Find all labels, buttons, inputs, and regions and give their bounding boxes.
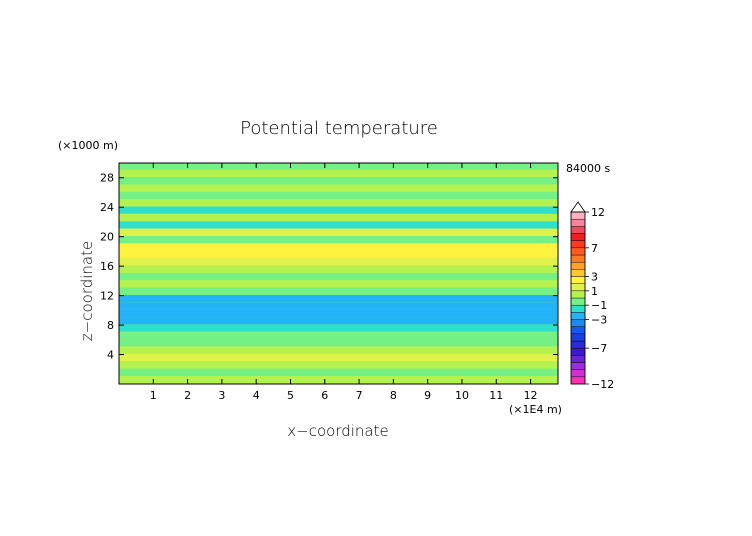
colorbar-segment xyxy=(570,376,586,385)
colorbar-tick-label: 1 xyxy=(591,285,598,298)
x-tick-label: 2 xyxy=(184,389,191,402)
field-band xyxy=(119,184,558,192)
colorbar-segment xyxy=(570,218,586,227)
colorbar-segment xyxy=(570,312,586,320)
x-tick-label: 4 xyxy=(253,389,260,402)
x-tick-label: 8 xyxy=(390,389,397,402)
field-band xyxy=(119,280,558,288)
chart-title: Potential temperature xyxy=(240,118,438,139)
field-band xyxy=(119,228,558,236)
field-band xyxy=(119,353,558,362)
colorbar-tick-label: −1 xyxy=(591,299,607,312)
colorbar-segment xyxy=(570,304,586,313)
colorbar-frame xyxy=(570,211,586,385)
field-band xyxy=(119,368,558,376)
x-tick-label: 11 xyxy=(489,389,503,402)
x-axis-unit: (×1E4 m) xyxy=(509,403,562,416)
colorbar-segment xyxy=(570,362,586,370)
field-band xyxy=(119,346,558,354)
colorbar-segment xyxy=(570,247,586,256)
colorbar-tick-label: 12 xyxy=(591,206,605,219)
colorbar-segment xyxy=(570,333,586,342)
field-band xyxy=(119,258,558,266)
colorbar-segment xyxy=(570,319,586,327)
field-band xyxy=(119,361,558,369)
colorbar-tick-label: 3 xyxy=(591,271,598,284)
field-band xyxy=(119,339,558,347)
y-tick-label: 24 xyxy=(100,201,114,214)
colorbar-segment xyxy=(570,211,586,220)
field-band xyxy=(119,221,558,229)
x-axis-label: x−coordinate xyxy=(287,422,388,440)
colorbar-segment xyxy=(570,269,586,277)
colorbar-tick-label: −12 xyxy=(591,378,614,391)
field-band xyxy=(119,199,558,207)
field-band xyxy=(119,272,558,281)
x-tick-label: 7 xyxy=(356,389,363,402)
field-band xyxy=(119,287,558,295)
field-band xyxy=(119,324,558,332)
y-tick-label: 12 xyxy=(100,290,114,303)
plot-frame xyxy=(118,162,559,385)
y-tick-label: 8 xyxy=(107,319,114,332)
field-band xyxy=(119,265,558,273)
colorbar-segment xyxy=(570,326,586,335)
y-tick-label: 28 xyxy=(100,172,114,185)
colorbar-tick-label: −7 xyxy=(591,342,607,355)
colorbar-segment xyxy=(570,340,586,349)
x-tick-label: 5 xyxy=(287,389,294,402)
field-band xyxy=(119,176,558,185)
colorbar-segment xyxy=(570,233,586,241)
y-tick-label: 4 xyxy=(107,349,114,362)
y-tick-label: 20 xyxy=(100,231,114,244)
colorbar-segment xyxy=(570,254,586,263)
field-band xyxy=(119,250,558,259)
x-tick-label: 9 xyxy=(424,389,431,402)
colorbar-segment xyxy=(570,297,586,306)
colorbar-segment xyxy=(570,355,586,363)
field-band xyxy=(119,309,558,317)
x-tick-label: 12 xyxy=(524,389,538,402)
field-band xyxy=(119,294,558,303)
field-band xyxy=(119,316,558,325)
x-tick-label: 6 xyxy=(321,389,328,402)
field-band xyxy=(119,375,558,384)
field-band xyxy=(119,331,558,340)
field-band xyxy=(119,235,558,244)
colorbar: 12 7 31−1 −3 −7 −12 xyxy=(570,201,614,391)
field-band xyxy=(119,206,558,214)
colorbar-tick-label: −3 xyxy=(591,314,607,327)
x-tick-label: 1 xyxy=(150,389,157,402)
x-tick-label: 10 xyxy=(455,389,469,402)
colorbar-overflow-triangle xyxy=(570,201,586,213)
field-band xyxy=(119,169,558,177)
colorbar-segment xyxy=(570,276,586,284)
field-band xyxy=(119,191,558,200)
field-band xyxy=(119,213,558,222)
y-axis-unit: (×1000 m) xyxy=(58,139,118,152)
time-label: 84000 s xyxy=(566,162,610,175)
y-tick-label: 16 xyxy=(100,260,114,273)
colorbar-segment xyxy=(570,347,586,356)
y-axis-label: z−coordinate xyxy=(78,241,96,341)
colorbar-segment xyxy=(570,290,586,299)
field-band xyxy=(119,302,558,310)
colorbar-segment xyxy=(570,261,586,270)
colorbar-segment xyxy=(570,226,586,234)
field-band xyxy=(119,163,558,170)
colorbar-segment xyxy=(570,283,586,292)
colorbar-tick-label: 7 xyxy=(591,242,598,255)
colorbar-segment xyxy=(570,369,586,378)
x-tick-label: 3 xyxy=(218,389,225,402)
field-band xyxy=(119,243,558,251)
colorbar-segment xyxy=(570,240,586,249)
